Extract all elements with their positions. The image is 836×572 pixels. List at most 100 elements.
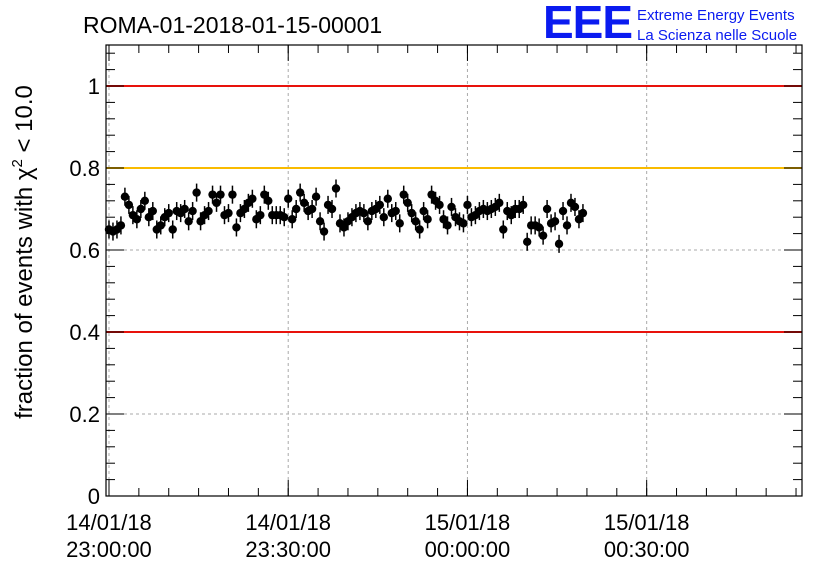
data-point bbox=[311, 187, 321, 206]
logo-line-2: La Scienza nelle Scuole bbox=[637, 27, 797, 44]
point-marker bbox=[132, 215, 142, 224]
point-marker bbox=[327, 204, 337, 214]
point-marker bbox=[435, 200, 444, 210]
point-marker bbox=[331, 184, 341, 193]
data-point bbox=[327, 199, 337, 219]
point-marker bbox=[184, 217, 193, 226]
data-point bbox=[204, 202, 213, 221]
data-point bbox=[538, 226, 548, 245]
data-point bbox=[168, 220, 177, 239]
data-point bbox=[459, 214, 468, 233]
data-point bbox=[156, 216, 165, 235]
y-tick-label: 0.8 bbox=[69, 156, 100, 181]
y-tick-label: 0.4 bbox=[69, 320, 100, 345]
data-point bbox=[379, 208, 389, 227]
point-marker bbox=[570, 202, 580, 212]
point-marker bbox=[216, 190, 225, 199]
data-point bbox=[264, 191, 273, 210]
data-point bbox=[562, 216, 572, 235]
data-point bbox=[463, 195, 472, 214]
axis-ticks bbox=[106, 45, 802, 497]
data-point bbox=[188, 202, 197, 221]
point-marker bbox=[395, 219, 404, 228]
y-axis-label-symbol: χ bbox=[11, 167, 38, 180]
point-marker bbox=[315, 217, 325, 226]
data-point bbox=[287, 210, 297, 229]
point-marker bbox=[260, 190, 269, 199]
point-marker bbox=[196, 217, 205, 226]
plot-frame bbox=[105, 44, 803, 497]
point-marker bbox=[415, 225, 424, 234]
point-marker bbox=[407, 208, 416, 218]
data-point bbox=[331, 179, 341, 198]
grid bbox=[106, 45, 802, 496]
logo-letters: EEE bbox=[543, 0, 632, 48]
point-marker bbox=[383, 194, 392, 203]
point-marker bbox=[168, 225, 177, 234]
x-tick-date: 15/01/18 bbox=[425, 510, 511, 535]
data-point bbox=[216, 185, 225, 204]
data-point bbox=[435, 195, 444, 214]
data-points bbox=[104, 179, 588, 253]
point-marker bbox=[311, 192, 321, 201]
point-marker bbox=[120, 192, 130, 201]
x-tick-date: 14/01/18 bbox=[66, 510, 152, 535]
chart-title: ROMA-01-2018-01-15-00001 bbox=[83, 12, 382, 38]
point-marker bbox=[136, 204, 146, 214]
point-marker bbox=[459, 219, 468, 228]
point-marker bbox=[319, 227, 329, 236]
point-marker bbox=[248, 194, 257, 203]
data-point bbox=[495, 193, 504, 212]
point-marker bbox=[224, 208, 233, 218]
data-point bbox=[578, 204, 588, 223]
data-point bbox=[184, 212, 193, 231]
data-point bbox=[570, 197, 580, 216]
data-point bbox=[164, 204, 173, 223]
point-marker bbox=[164, 208, 173, 218]
point-marker bbox=[124, 200, 134, 210]
point-marker bbox=[507, 210, 516, 220]
data-point bbox=[522, 232, 532, 251]
y-tick-label: 0.6 bbox=[69, 238, 100, 263]
point-marker bbox=[427, 190, 436, 199]
point-marker bbox=[256, 210, 265, 220]
data-point bbox=[542, 199, 552, 219]
data-point bbox=[419, 202, 428, 221]
x-tick-time: 23:30:00 bbox=[245, 537, 331, 562]
point-marker bbox=[363, 217, 373, 226]
x-tick-time: 00:00:00 bbox=[425, 537, 511, 562]
logo-line-1: Extreme Energy Events bbox=[637, 7, 795, 24]
point-marker bbox=[403, 198, 412, 208]
data-point bbox=[228, 185, 237, 204]
data-point bbox=[550, 212, 560, 231]
point-marker bbox=[232, 223, 241, 232]
point-marker bbox=[534, 223, 544, 232]
point-marker bbox=[192, 188, 201, 197]
point-marker bbox=[148, 206, 157, 216]
x-tick-time: 23:00:00 bbox=[66, 537, 152, 562]
data-point bbox=[499, 220, 508, 239]
point-marker bbox=[284, 194, 293, 203]
point-marker bbox=[295, 188, 305, 197]
data-point bbox=[284, 189, 293, 208]
data-point bbox=[411, 212, 420, 231]
point-marker bbox=[538, 231, 548, 240]
point-marker bbox=[419, 206, 428, 216]
y-tick-label: 0 bbox=[88, 484, 100, 509]
data-point bbox=[447, 197, 456, 216]
data-point bbox=[395, 214, 404, 233]
data-point bbox=[407, 204, 416, 223]
point-marker bbox=[495, 198, 504, 208]
data-point bbox=[208, 185, 217, 204]
point-marker bbox=[439, 215, 448, 224]
point-marker bbox=[519, 200, 528, 210]
data-point bbox=[124, 195, 134, 214]
data-point bbox=[136, 199, 146, 219]
point-marker bbox=[463, 200, 472, 210]
point-marker bbox=[411, 217, 420, 226]
point-marker bbox=[116, 221, 126, 230]
data-point bbox=[315, 212, 325, 231]
point-marker bbox=[550, 217, 560, 226]
data-point bbox=[248, 189, 257, 208]
